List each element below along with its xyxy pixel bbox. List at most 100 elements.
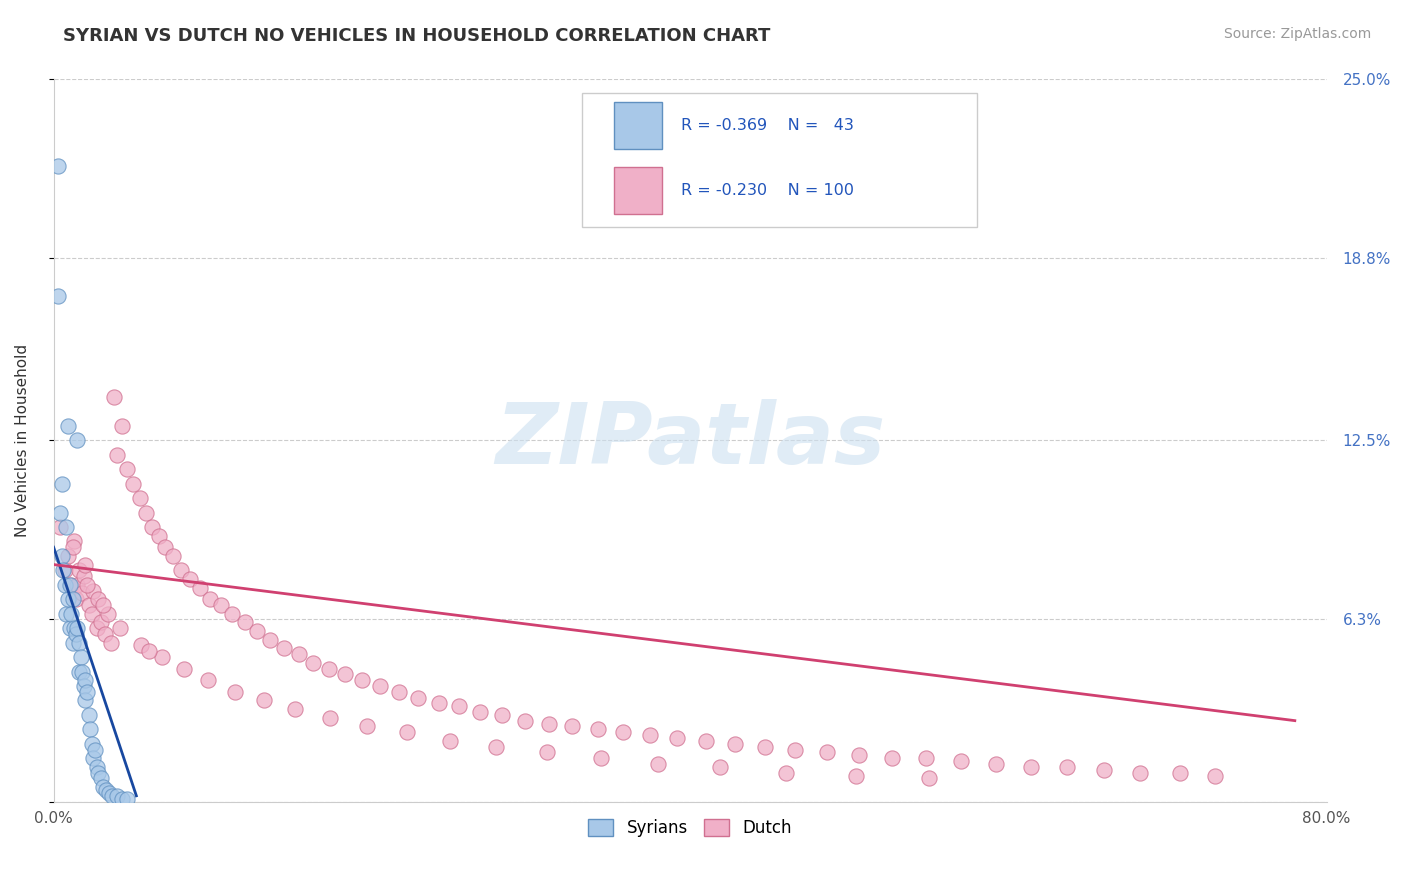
Point	[77, 598, 100, 612]
Point	[75, 693, 97, 707]
Point	[122, 476, 145, 491]
Point	[105, 789, 128, 803]
Point	[62, 540, 84, 554]
Point	[67, 635, 90, 649]
Point	[170, 563, 193, 577]
Point	[77, 707, 100, 722]
Point	[53, 578, 76, 592]
Point	[56, 418, 79, 433]
Point	[73, 679, 96, 693]
Point	[536, 746, 558, 760]
Point	[918, 772, 941, 786]
Point	[1056, 760, 1078, 774]
Point	[79, 723, 101, 737]
Point	[150, 650, 173, 665]
Point	[115, 791, 138, 805]
Point	[65, 627, 87, 641]
Point	[73, 569, 96, 583]
Point	[246, 624, 269, 638]
Point	[775, 765, 797, 780]
Point	[111, 418, 134, 433]
Point	[485, 739, 508, 754]
Point	[90, 615, 112, 630]
Text: R = -0.369    N =   43: R = -0.369 N = 43	[682, 119, 853, 134]
Point	[72, 665, 94, 679]
Point	[173, 662, 195, 676]
Text: ZIPatlas: ZIPatlas	[495, 399, 886, 482]
Point	[75, 673, 97, 688]
FancyBboxPatch shape	[614, 168, 662, 214]
Point	[82, 751, 104, 765]
Point	[724, 737, 747, 751]
Point	[90, 772, 112, 786]
Point	[848, 748, 870, 763]
Text: SYRIAN VS DUTCH NO VEHICLES IN HOUSEHOLD CORRELATION CHART: SYRIAN VS DUTCH NO VEHICLES IN HOUSEHOLD…	[63, 27, 770, 45]
Point	[128, 491, 150, 505]
Point	[221, 607, 243, 621]
Point	[439, 734, 461, 748]
Point	[647, 757, 669, 772]
Point	[695, 734, 717, 748]
Point	[141, 520, 163, 534]
Point	[115, 462, 138, 476]
Point	[302, 656, 325, 670]
Point	[80, 737, 103, 751]
Point	[56, 592, 79, 607]
Point	[105, 448, 128, 462]
FancyBboxPatch shape	[614, 103, 662, 150]
Point	[984, 757, 1007, 772]
Point	[318, 662, 340, 676]
Point	[56, 549, 79, 563]
Point	[188, 581, 211, 595]
Point	[91, 780, 114, 794]
Point	[76, 684, 98, 698]
Point	[63, 534, 86, 549]
Point	[1204, 768, 1226, 782]
Point	[87, 592, 110, 607]
Point	[949, 754, 972, 768]
Point	[179, 572, 201, 586]
Point	[76, 578, 98, 592]
Point	[66, 434, 89, 448]
Point	[233, 615, 256, 630]
Text: R = -0.230    N = 100: R = -0.230 N = 100	[682, 184, 855, 199]
Point	[815, 746, 838, 760]
Point	[197, 673, 219, 688]
Legend: Syrians, Dutch: Syrians, Dutch	[582, 813, 799, 844]
Point	[67, 665, 90, 679]
Point	[98, 786, 121, 800]
Point	[48, 289, 70, 303]
Point	[72, 586, 94, 600]
Point	[138, 644, 160, 658]
Point	[129, 639, 152, 653]
Point	[259, 632, 281, 647]
Point	[58, 578, 80, 592]
Point	[148, 529, 170, 543]
Point	[914, 751, 936, 765]
Point	[55, 520, 77, 534]
Point	[51, 476, 73, 491]
Point	[62, 635, 84, 649]
Point	[273, 641, 295, 656]
Point	[86, 621, 108, 635]
Point	[449, 699, 471, 714]
Point	[93, 627, 115, 641]
Point	[103, 390, 125, 404]
Point	[589, 751, 612, 765]
Point	[91, 598, 114, 612]
Point	[287, 647, 309, 661]
Point	[1129, 765, 1152, 780]
Point	[284, 702, 307, 716]
Point	[53, 563, 76, 577]
Point	[561, 719, 583, 733]
Point	[209, 598, 232, 612]
Point	[468, 705, 491, 719]
Point	[55, 607, 77, 621]
Point	[87, 765, 110, 780]
Text: Source: ZipAtlas.com: Source: ZipAtlas.com	[1223, 27, 1371, 41]
Point	[333, 667, 356, 681]
Point	[198, 592, 221, 607]
Point	[67, 563, 90, 577]
Point	[65, 592, 87, 607]
FancyBboxPatch shape	[582, 94, 977, 227]
